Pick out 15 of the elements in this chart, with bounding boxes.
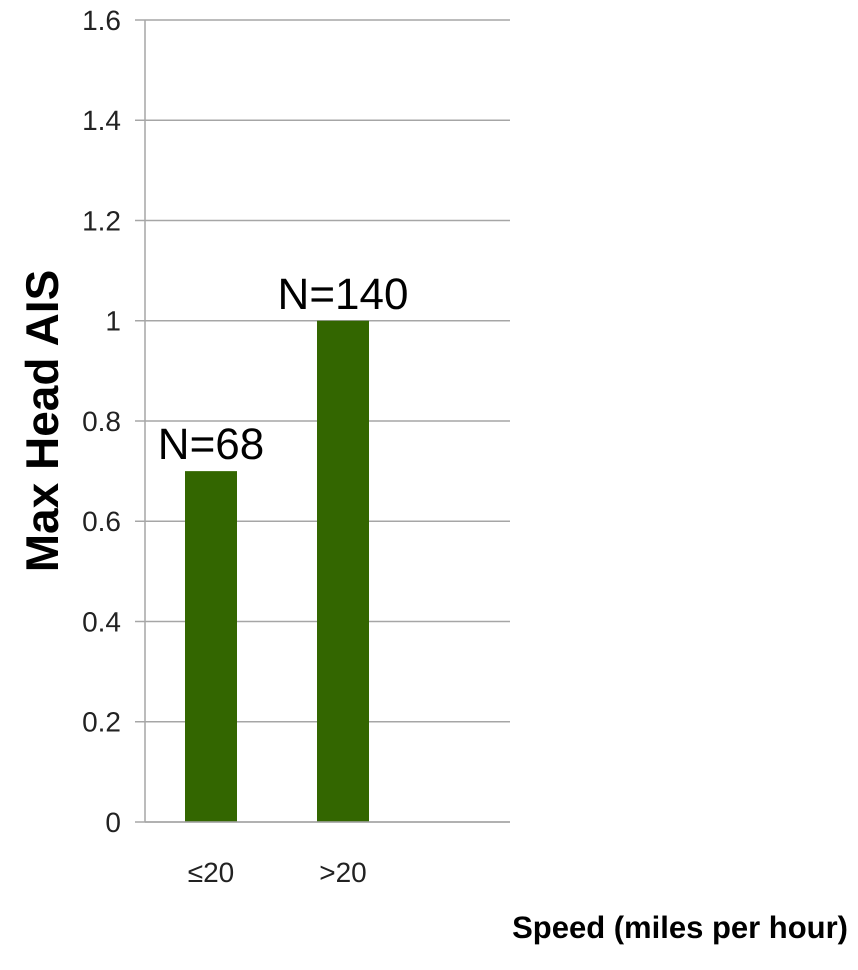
y-tick-label: 0.2 [82, 706, 121, 738]
x-axis-title: Speed (miles per hour) [512, 910, 848, 945]
y-tick-label: 0.8 [82, 406, 121, 437]
y-tick-label: 1.2 [82, 205, 121, 236]
y-tick-label: 1.4 [82, 105, 121, 136]
y-tick-label: 0.6 [82, 506, 121, 538]
y-tick-label: 1 [105, 306, 121, 337]
x-tick-label: >20 [319, 856, 367, 888]
y-tick-label: 0.4 [82, 606, 121, 638]
y-tick-label: 1.6 [82, 4, 121, 36]
y-tick-label: 0 [105, 806, 121, 838]
x-tick-label: ≤20 [188, 856, 234, 888]
annotation: N=68 [158, 420, 264, 470]
y-axis-title: Max Head AIS [16, 270, 68, 572]
annotation: N=140 [278, 270, 408, 319]
